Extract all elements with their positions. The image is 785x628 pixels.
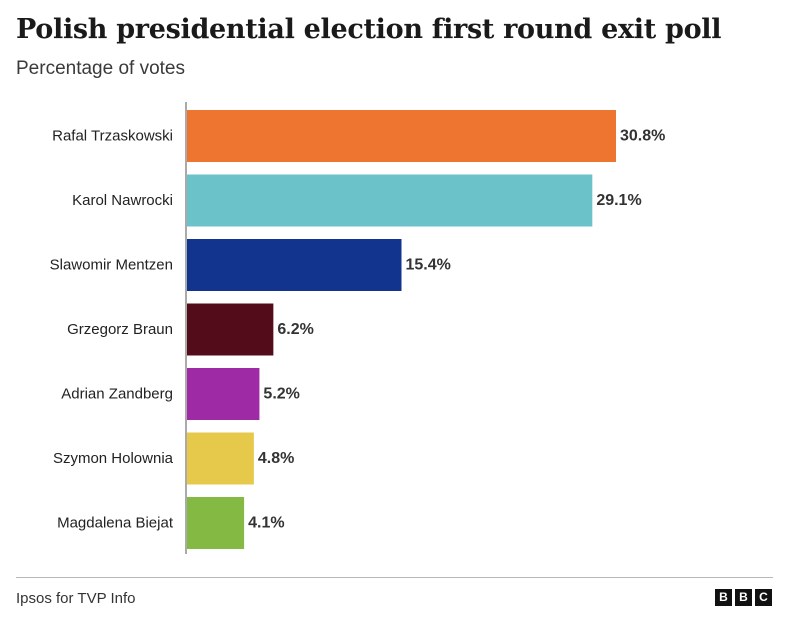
bbc-logo: B B C: [715, 589, 772, 606]
category-label: Grzegorz Braun: [67, 321, 173, 338]
value-label: 30.8%: [620, 128, 665, 145]
value-label: 6.2%: [277, 321, 313, 338]
category-label: Magdalena Biejat: [57, 515, 174, 532]
logo-letter: B: [735, 589, 752, 606]
value-label: 4.8%: [258, 450, 294, 467]
bar: [187, 368, 260, 420]
category-label: Rafal Trzaskowski: [52, 128, 173, 145]
bar: [187, 239, 402, 291]
category-label: Szymon Holownia: [53, 450, 174, 467]
category-label: Slawomir Mentzen: [50, 257, 173, 274]
value-label: 5.2%: [263, 386, 299, 403]
value-label: 4.1%: [248, 515, 284, 532]
logo-letter: B: [715, 589, 732, 606]
logo-letter: C: [755, 589, 772, 606]
chart-subtitle: Percentage of votes: [16, 58, 185, 79]
value-label: 15.4%: [406, 257, 451, 274]
value-label: 29.1%: [596, 192, 641, 209]
bar: [187, 174, 593, 227]
footer-divider: [16, 577, 773, 578]
bar-chart: Rafal Trzaskowski 30.8% Karol Nawrocki 29.1…: [50, 102, 665, 554]
bar: [187, 303, 274, 356]
bar: [187, 497, 245, 549]
chart-title: Polish presidential election first round…: [16, 14, 722, 45]
bar: [187, 432, 254, 485]
category-label: Karol Nawrocki: [72, 192, 173, 209]
bar: [187, 110, 616, 162]
source-note: Ipsos for TVP Info: [16, 590, 136, 607]
category-label: Adrian Zandberg: [61, 386, 173, 403]
